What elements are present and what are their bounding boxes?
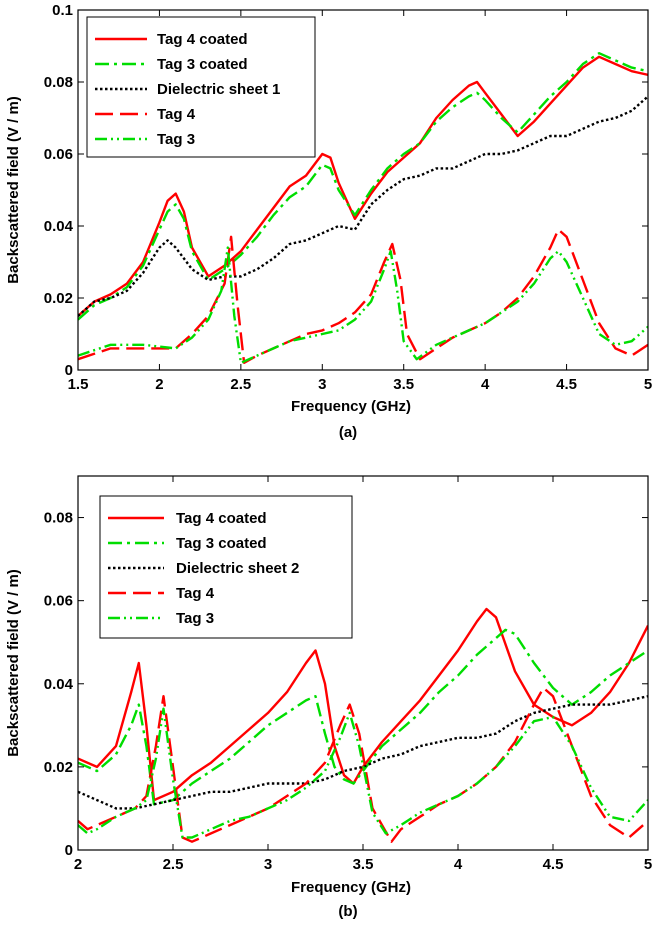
legend-label-0: Tag 4 coated bbox=[157, 31, 248, 48]
chart-panel-b: 2 2.5 3 3.5 4 4.5 5 0 0.02 0.04 0.06 0.08 Frequency … bbox=[5, 475, 652, 920]
x-axis-label: Frequency (GHz) bbox=[291, 879, 411, 896]
x-tick-label: 3 bbox=[318, 376, 326, 393]
y-tick-label: 0.02 bbox=[44, 290, 73, 307]
legend-label-3: Tag 4 bbox=[176, 585, 215, 602]
chart-panel-a: 1.5 2 2.5 3 3.5 4 4.5 5 0 0.02 0.04 0.06 0.08 0.1 Freq… bbox=[5, 2, 652, 441]
y-tick-label: 0.04 bbox=[44, 218, 74, 235]
y-tick-label: 0.02 bbox=[44, 759, 73, 776]
series-line-1 bbox=[78, 628, 648, 806]
legend: Tag 4 coated Tag 3 coated Dielectric sheet… bbox=[99, 495, 353, 639]
x-tick-label: 4.5 bbox=[556, 376, 577, 393]
y-axis-label: Backscattered field (V / m) bbox=[5, 569, 22, 757]
legend-label-4: Tag 3 bbox=[157, 131, 195, 148]
y-tick-label: 0.08 bbox=[44, 510, 73, 527]
legend-label-2: Dielectric sheet 2 bbox=[176, 560, 299, 577]
legend-label-1: Tag 3 coated bbox=[176, 535, 267, 552]
series-line-4 bbox=[78, 246, 648, 364]
x-tick-label: 5 bbox=[644, 376, 652, 393]
series-line-3 bbox=[78, 686, 648, 843]
x-tick-label: 4 bbox=[454, 856, 463, 873]
legend-box bbox=[99, 495, 353, 639]
series-line-4 bbox=[78, 707, 648, 839]
series-line-2 bbox=[78, 95, 648, 317]
y-tick-label: 0 bbox=[65, 842, 73, 859]
x-tick-label: 2.5 bbox=[163, 856, 184, 873]
series-group bbox=[78, 607, 648, 843]
series-group bbox=[78, 52, 648, 364]
series-line-0 bbox=[78, 55, 648, 317]
legend-label-4: Tag 3 bbox=[176, 610, 214, 627]
x-tick-label: 4 bbox=[481, 376, 490, 393]
legend-label-3: Tag 4 bbox=[157, 106, 196, 123]
legend-box bbox=[86, 16, 316, 158]
x-tick-label: 3.5 bbox=[353, 856, 374, 873]
axes-frame bbox=[77, 9, 649, 371]
x-tick-label: 5 bbox=[644, 856, 652, 873]
x-tick-label: 4.5 bbox=[543, 856, 564, 873]
y-tick-label: 0.06 bbox=[44, 593, 73, 610]
legend-label-1: Tag 3 coated bbox=[157, 56, 248, 73]
y-tick-label: 0.1 bbox=[52, 2, 73, 19]
legend-label-0: Tag 4 coated bbox=[176, 510, 267, 527]
x-tick-label: 2.5 bbox=[230, 376, 251, 393]
x-tick-label: 2 bbox=[74, 856, 82, 873]
y-axis-label: Backscattered field (V / m) bbox=[5, 96, 22, 284]
x-axis-label: Frequency (GHz) bbox=[291, 398, 411, 415]
y-tick-label: 0.04 bbox=[44, 676, 74, 693]
x-tick-label: 3 bbox=[264, 856, 272, 873]
x-tick-label: 2 bbox=[155, 376, 163, 393]
panel-caption: (a) bbox=[339, 424, 357, 441]
y-tick-label: 0.08 bbox=[44, 74, 73, 91]
panel-caption: (b) bbox=[338, 903, 357, 920]
x-tick-label: 3.5 bbox=[393, 376, 414, 393]
legend: Tag 4 coated Tag 3 coated Dielectric sheet… bbox=[86, 16, 316, 158]
y-tick-label: 0 bbox=[65, 362, 73, 379]
y-tick-label: 0.06 bbox=[44, 146, 73, 163]
x-tick-label: 1.5 bbox=[68, 376, 89, 393]
series-line-3 bbox=[78, 228, 648, 364]
series-line-1 bbox=[78, 52, 648, 321]
legend-label-2: Dielectric sheet 1 bbox=[157, 81, 280, 98]
